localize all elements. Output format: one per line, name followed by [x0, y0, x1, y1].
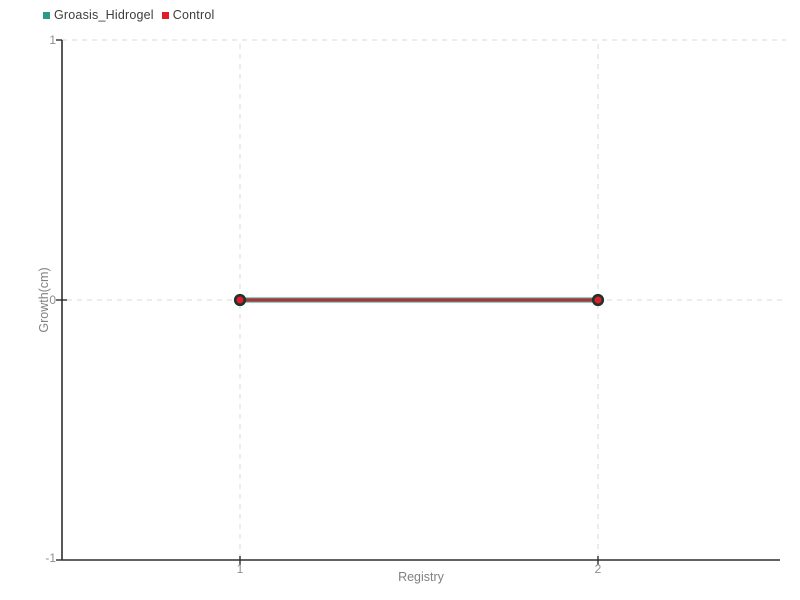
ytick-label-neg1: -1 — [45, 551, 56, 565]
y-axis-title: Growth(cm) — [37, 267, 51, 333]
data-point-x2 — [591, 293, 605, 307]
chart-legend: Groasis_Hidrogel Control — [43, 8, 214, 22]
legend-label-groasis: Groasis_Hidrogel — [54, 8, 154, 22]
legend-label-control: Control — [172, 8, 215, 22]
legend-swatch-control-icon — [161, 11, 169, 19]
ytick-label-1: 1 — [49, 33, 56, 47]
legend-swatch-groasis-icon — [43, 11, 50, 19]
xtick-label-1: 1 — [236, 562, 244, 576]
data-point-x1 — [233, 293, 247, 307]
ytick-label-0: 0 — [49, 293, 56, 307]
x-axis-title: Registry — [398, 570, 444, 584]
xtick-label-2: 2 — [594, 562, 602, 576]
legend-item-control: Control — [161, 8, 215, 22]
legend-item-groasis-hidrogel: Groasis_Hidrogel — [43, 8, 154, 22]
